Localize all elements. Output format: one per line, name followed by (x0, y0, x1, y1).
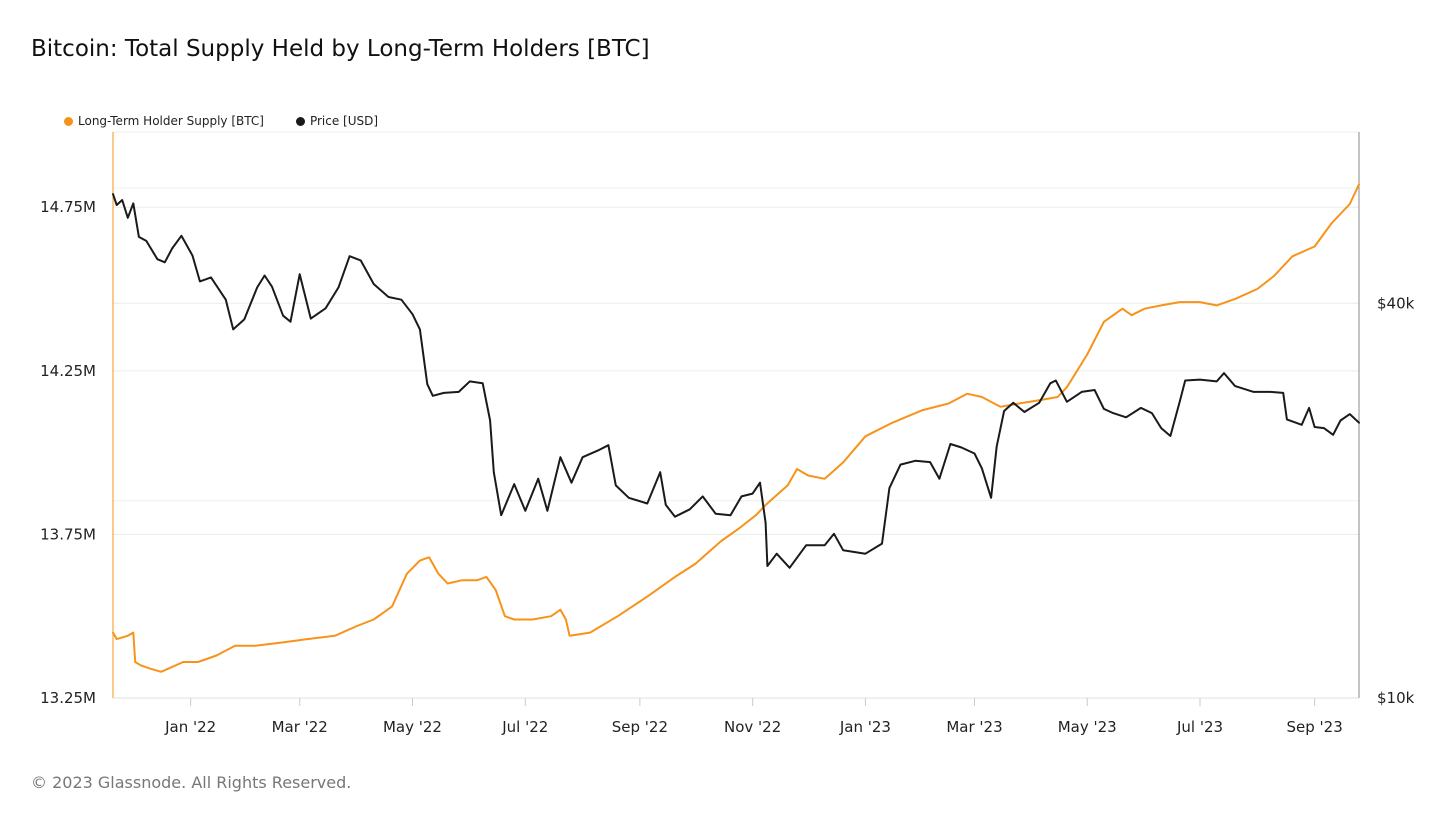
y-left-tick-label: 13.75M (40, 525, 96, 543)
x-tick-label: May '22 (383, 718, 442, 736)
series-line-lth-supply (112, 183, 1360, 673)
legend-label-price: Price [USD] (309, 114, 379, 128)
x-tick-label: Sep '22 (612, 718, 668, 736)
legend-label-lth-supply: Long-Term Holder Supply [BTC] (78, 114, 264, 128)
y-right-tick-label: $10k (1377, 689, 1415, 707)
x-tick-label: Jan '22 (164, 718, 216, 736)
series-layer (112, 183, 1360, 673)
x-tick-label: Mar '23 (946, 718, 1002, 736)
copyright-footer: © 2023 Glassnode. All Rights Reserved. (31, 773, 352, 792)
x-tick-label: Sep '23 (1287, 718, 1343, 736)
grid-layer (113, 131, 1359, 699)
legend-item-price[interactable]: Price [USD] (295, 114, 379, 128)
x-tick-label: Jul '23 (1176, 718, 1223, 736)
chart-title: Bitcoin: Total Supply Held by Long-Term … (31, 36, 650, 62)
x-tick-label: May '23 (1058, 718, 1117, 736)
legend: Long-Term Holder Supply [BTC] Price [USD… (64, 114, 378, 128)
series-line-price (112, 193, 1360, 569)
x-tick-label: Mar '22 (272, 718, 328, 736)
y-left-tick-label: 13.25M (40, 689, 96, 707)
x-tick-label: Nov '22 (724, 718, 781, 736)
y-left-tick-label: 14.75M (40, 198, 96, 216)
x-tick-label: Jul '22 (501, 718, 548, 736)
label-layer: 13.25M 13.75M 14.25M 14.75M $10k $40k Jan '22 M… (40, 198, 1415, 736)
legend-item-lth-supply[interactable]: Long-Term Holder Supply [BTC] (64, 114, 264, 128)
y-right-tick-label: $40k (1377, 294, 1415, 312)
y-left-tick-label: 14.25M (40, 362, 96, 380)
legend-dot-price (295, 116, 305, 126)
axis-layer (112, 132, 1360, 706)
legend-dot-lth-supply (64, 116, 73, 126)
x-tick-label: Jan '23 (839, 718, 891, 736)
